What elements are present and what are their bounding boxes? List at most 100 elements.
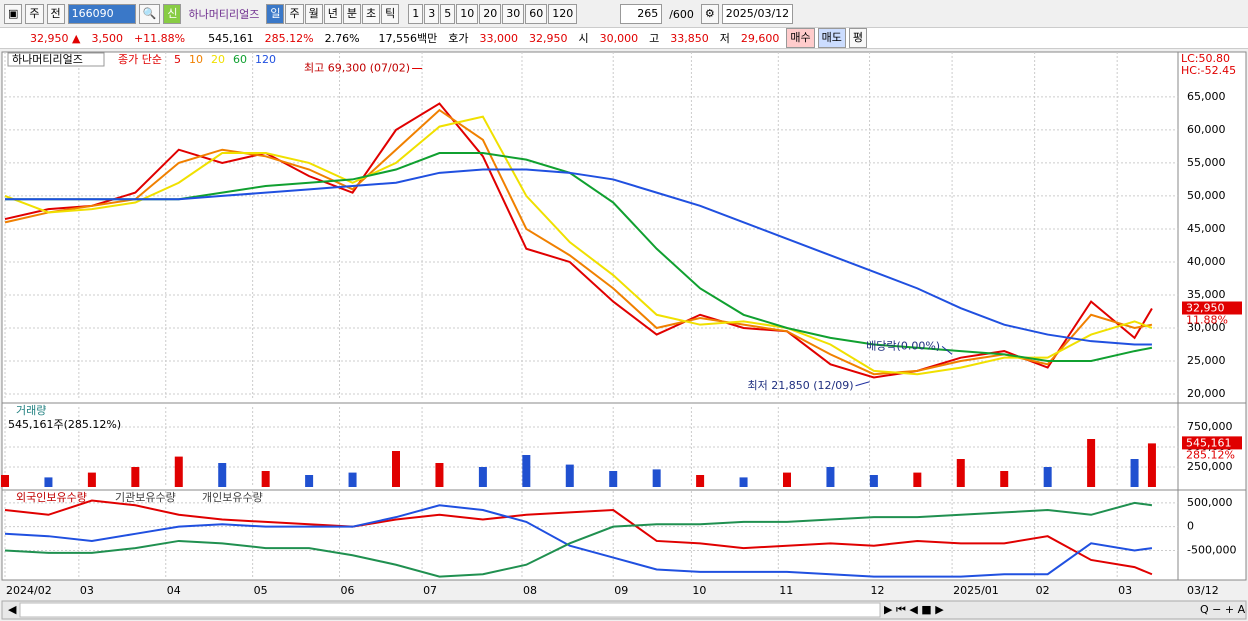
x-tick-label: 2025/01 [953,584,999,597]
volume-bar [1000,471,1009,487]
legend-entry: 20 [211,53,225,66]
legend-entry: 5 [174,53,181,66]
last-change: 11.88% [1186,314,1228,327]
volume-bar [652,469,661,487]
right-label: LC:50.80 [1181,52,1230,65]
annotation: 최고 69,300 (07/02) [304,62,410,75]
x-tick-label: 05 [254,584,268,597]
legend-entry: 60 [233,53,247,66]
avg-button[interactable]: 평 [848,28,868,48]
badge: 신 [163,4,182,24]
annotation-arrow [941,345,953,355]
code-input[interactable]: 166090 [67,4,136,24]
zoom-controls[interactable]: Q − + A [1200,603,1246,616]
volume-bar [739,477,748,487]
x-tick-label: 03 [80,584,94,597]
volume-bar [305,475,314,487]
interval-button[interactable]: 20 [479,4,502,24]
x-tick-label: 02 [1036,584,1050,597]
y-tick-label: 50,000 [1187,189,1226,202]
interval-button[interactable]: 1 [408,4,424,24]
open: 30,000 [599,31,639,45]
y-tick-label: 55,000 [1187,156,1226,169]
last-tag [1182,436,1242,450]
buy-button[interactable]: 매수 [786,28,815,48]
series-line [4,115,1153,376]
window-icon[interactable]: ▣ [4,4,23,24]
scroll-thumb[interactable] [19,602,881,618]
sell-button[interactable]: 매도 [817,28,846,48]
volume-bar [783,472,791,487]
interval-button[interactable]: 3 [424,4,440,24]
series-line [4,504,1153,578]
period-button[interactable]: 일 [266,4,285,24]
y-tick-label: 60,000 [1187,123,1226,136]
period-button[interactable]: 틱 [381,4,400,24]
annotation: 최저 21,850 (12/09) [748,379,854,392]
chart-frame [1,51,1247,581]
period-button[interactable]: 월 [304,4,323,24]
interval-button[interactable]: 30 [502,4,525,24]
period-button[interactable]: 초 [361,4,381,24]
period-button[interactable]: 분 [342,4,361,24]
count-input[interactable]: 265 [620,4,663,24]
legend-box [7,52,105,67]
amount: 17,556백만 [378,32,438,45]
legend-entry: 외국인보유수량 [16,491,87,504]
prev-button[interactable]: 전 [46,4,65,24]
volume-bar [392,451,400,487]
interval-button[interactable]: 120 [548,4,578,24]
x-tick-label: 10 [692,584,706,597]
count-max: /600 [669,7,694,21]
date-input[interactable]: 2025/03/12 [721,4,794,24]
y-tick-label: 45,000 [1187,222,1226,235]
legend-entry: 10 [189,53,203,66]
interval-group: 1 3 5 10 20 30 60 120 [408,4,578,24]
x-tick-label: 2024/02 [6,584,52,597]
market-select[interactable]: 주 [25,4,44,24]
open-label: 시 [578,32,589,45]
info-bar: 32,950 ▲ 3,500 +11.88% 545,161 285.12% 2… [0,27,1248,49]
x-tick-label: 06 [341,584,355,597]
volume-bar [1147,443,1156,487]
right-label: HC:-52.45 [1181,64,1236,77]
volume-bar [261,471,270,487]
y-tick-label: 500,000 [1187,496,1233,509]
interval-button[interactable]: 10 [456,4,479,24]
volume-bar [869,475,878,487]
volume-bar [174,456,183,487]
volume-bar [1087,439,1096,487]
tool-button[interactable]: ⚙ [700,4,719,24]
period-button[interactable]: 년 [323,4,342,24]
volume: 545,161 [208,31,254,45]
annotation: 배당락(0.00%) [866,339,940,352]
y-tick-label: 30,000 [1187,321,1226,334]
volume-bar [348,472,357,487]
y-tick-label: -500,000 [1187,543,1236,556]
y-tick-label: 40,000 [1187,255,1226,268]
volume-bar [956,459,965,487]
chart-area: ◀ ▶ ⏮ ◀ ■ ▶ Q − + A 20,000 25,000 30,000 35… [1,51,1247,620]
volume-bar [1043,467,1052,487]
low: 29,600 [740,31,780,45]
y-tick-label: 0 [1187,520,1194,533]
scroll-left[interactable]: ◀ [8,603,17,616]
legend-title: 하나머티리얼즈 [12,52,83,66]
volume-bar [218,463,227,487]
x-tick-label: 12 [871,584,885,597]
x-tick-label: 09 [614,584,628,597]
scroll-controls[interactable]: ▶ ⏮ ◀ ■ ▶ [884,603,944,616]
search-button[interactable]: 🔍 [138,4,161,24]
volume-bar [435,463,444,487]
series-line [4,501,1153,578]
period-button[interactable]: 주 [285,4,304,24]
interval-button[interactable]: 60 [525,4,548,24]
y-tick-label: 35,000 [1187,288,1226,301]
ask: 33,000 [479,31,519,45]
interval-button[interactable]: 5 [440,4,456,24]
legend-entry: 개인보유수량 [202,491,263,504]
volume-bar [913,472,922,487]
volume-bar [1130,459,1139,487]
